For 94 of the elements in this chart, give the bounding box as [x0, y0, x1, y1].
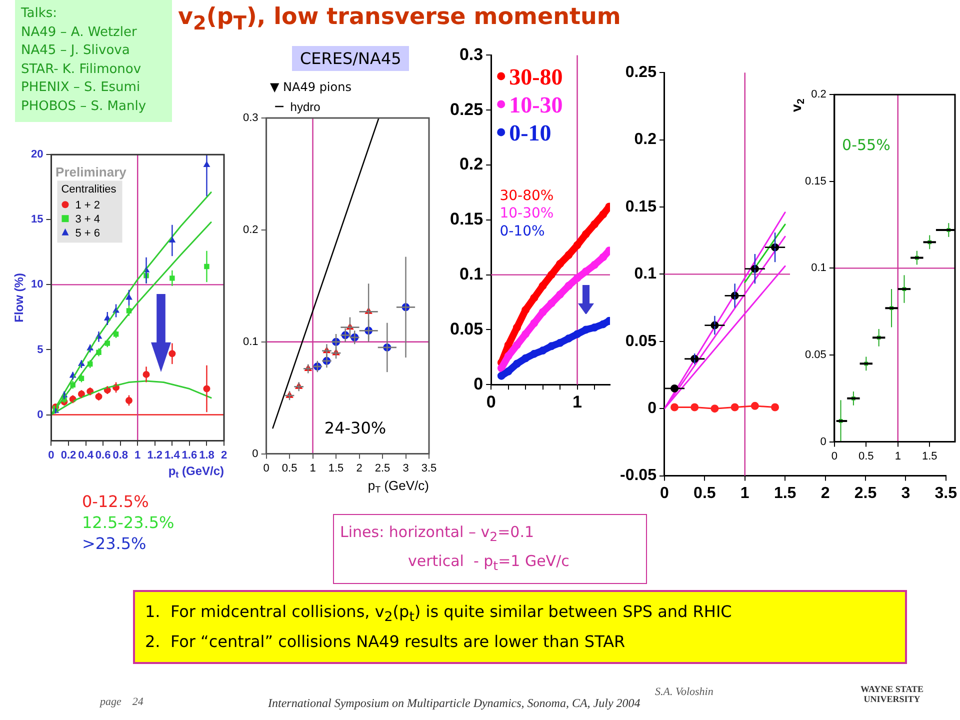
text: ▼ NA49 pions [270, 80, 352, 94]
x-tick-label: 1 [740, 484, 750, 502]
x-tick-label: 2 [220, 449, 228, 462]
y-tick-label: 0.15 [804, 175, 826, 188]
x-tick-label: 3.5 [934, 484, 958, 502]
y-tick-label: 0.2 [811, 88, 826, 101]
y-tick-label: 0.2 [242, 224, 258, 236]
x-tick-label: 1 [894, 450, 901, 462]
y-tick-label: -0.05 [620, 467, 657, 484]
text: v$_{2}$(p$_{T}$), low transverse momentum [178, 4, 621, 35]
annotation: 10-30% [500, 206, 554, 222]
text: page 24 [100, 696, 144, 708]
y-tick-label: 0.1 [634, 266, 657, 283]
legend-label: 0-10 [509, 120, 552, 146]
x-tick-label: 0.8 [112, 449, 128, 462]
y-tick-label: 5 [37, 344, 44, 356]
x-tick-label: 3 [901, 484, 910, 502]
text: S.A. Voloshin [655, 686, 714, 698]
x-tick-label: 0.6 [95, 449, 111, 462]
x-tick-label: 3.5 [421, 462, 437, 474]
text: PHENIX – S. Esumi [21, 79, 142, 97]
y-tick-label: 0 [37, 408, 44, 421]
x-tick-label: 0 [263, 462, 270, 474]
x-tick-label: 0 [831, 450, 838, 462]
y-tick-label: 0 [474, 374, 484, 394]
legend-label: 10-30 [509, 92, 563, 118]
y-tick-label: 15 [30, 214, 44, 226]
x-tick-label: 2 [356, 462, 362, 474]
y-tick-label: 0.1 [811, 262, 826, 274]
x-tick-label: 1.8 [199, 449, 214, 462]
x-tick-label: 1 [572, 392, 582, 412]
text: Lines: horizontal – v$_{2}$=0.1 [340, 522, 536, 546]
y-tick-label: 0.3 [459, 44, 484, 64]
x-tick-label: 2.5 [854, 484, 877, 502]
y-tick-label: 0.15 [625, 198, 657, 216]
y-tick-label: 0.3 [242, 112, 258, 124]
x-tick-label: 0 [660, 484, 670, 502]
text: International Symposium on Multiparticle Dynamics, Sonoma, CA, July 2004 [268, 696, 640, 711]
annotation: Preliminary [56, 164, 128, 180]
annotation: 24-30% [324, 418, 386, 438]
text: PHOBOS – S. Manly [21, 98, 148, 116]
x-tick-label: 0 [48, 449, 54, 462]
x-tick-label: 0.5 [694, 484, 716, 502]
text: vertical - p$_{t}$=1 GeV/c [407, 551, 570, 575]
x-tick-label: 0.2 [60, 449, 76, 462]
x-tick-label: 1.4 [164, 449, 181, 462]
text: WAYNE STATE UNIVERSITY [859, 684, 925, 704]
text: STAR- K. Filimonov [21, 60, 142, 78]
legend-label: 3 + 4 [75, 214, 100, 226]
y-tick-label: 0.25 [450, 100, 484, 119]
y-tick-label: 0.05 [625, 332, 657, 350]
x-tick-label: 1.5 [328, 462, 344, 474]
y-tick-label: 0 [820, 436, 826, 448]
legend-label: 5 + 6 [75, 228, 100, 240]
text: 1. For midcentral collisions, v$_{2}$(p$_{t}$) is quite similar between SPS and RHIC [145, 601, 733, 628]
text: NA45 – J. Slivova [21, 42, 131, 60]
x-tick-label: 0.4 [78, 449, 94, 462]
text: NA49 – A. Wetzler [21, 24, 138, 42]
y-tick-label: 0.1 [242, 336, 258, 348]
x-tick-label: 1 [310, 462, 316, 474]
text: Talks: [21, 5, 58, 23]
x-tick-label: 1.6 [182, 449, 198, 462]
y-tick-label: 0.25 [625, 64, 657, 82]
x-tick-label: 2 [820, 484, 830, 502]
annotation: 0-55% [842, 136, 890, 154]
text: >23.5% [82, 534, 146, 554]
y-tick-label: 10 [30, 278, 44, 291]
y-tick-label: 0.15 [450, 210, 484, 229]
y-tick-label: 20 [30, 148, 44, 161]
x-tick-label: 3 [402, 462, 409, 474]
y-axis-title: Flow (%) [12, 273, 26, 322]
text: 2. For “central” collisions NA49 results are lower than STAR [145, 631, 626, 654]
x-tick-label: 0.5 [282, 462, 298, 474]
legend-label: 30-80 [509, 64, 563, 90]
annotation: 0-10% [500, 223, 545, 240]
y-tick-label: 0.2 [634, 131, 657, 148]
text: 0-12.5% [82, 492, 149, 512]
text: 12.5-23.5% [82, 513, 174, 532]
text: CERES/NA45 [292, 46, 410, 72]
y-tick-label: 0.05 [450, 319, 484, 338]
x-tick-label: 1.5 [922, 450, 938, 462]
y-tick-label: 0.05 [804, 349, 826, 362]
x-tick-label: 0.5 [858, 450, 874, 462]
x-tick-label: 1 [134, 449, 141, 462]
legend-title: Centralities [61, 184, 117, 196]
legend-label: hydro [290, 100, 321, 114]
legend-label: 1 + 2 [75, 200, 100, 212]
x-tick-label: 1.2 [147, 449, 163, 462]
x-tick-label: 2.5 [374, 462, 390, 474]
y-tick-label: 0.2 [459, 154, 484, 174]
x-tick-label: 1.5 [774, 484, 796, 502]
annotation: 30-80% [500, 188, 554, 204]
y-axis-title: v2 [788, 98, 808, 112]
y-tick-label: 0.1 [459, 264, 484, 284]
